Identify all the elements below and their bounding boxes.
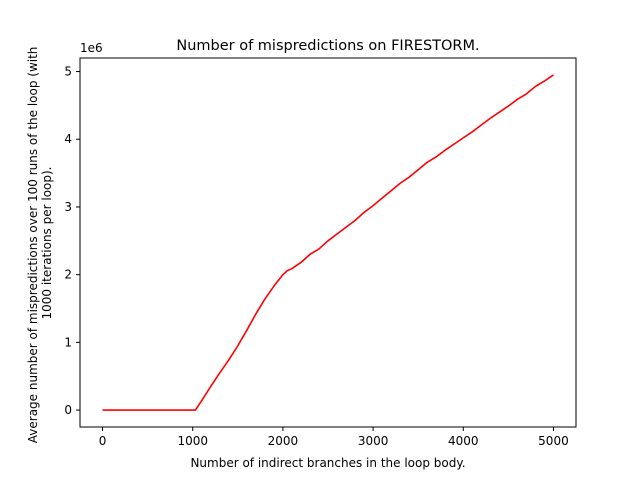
y-tick-label: 3 bbox=[64, 200, 72, 214]
y-axis-label: Average number of mispredictions over 10… bbox=[26, 43, 54, 443]
x-tick-label: 0 bbox=[99, 434, 107, 448]
x-tick-label: 1000 bbox=[177, 434, 208, 448]
series-layer bbox=[102, 74, 554, 411]
y-tick-label: 0 bbox=[64, 403, 72, 417]
x-tick-label: 4000 bbox=[448, 434, 479, 448]
y-axis-ticks: 0 1 2 3 4 5 bbox=[64, 65, 80, 417]
chart-title: Number of mispredictions on FIRESTORM. bbox=[176, 38, 479, 54]
y-tick-label: 1 bbox=[64, 335, 72, 349]
x-tick-label: 3000 bbox=[358, 434, 389, 448]
x-tick-label: 2000 bbox=[268, 434, 299, 448]
y-tick-label: 2 bbox=[64, 268, 72, 282]
series-line-1 bbox=[102, 74, 554, 411]
y-tick-label: 4 bbox=[64, 132, 72, 146]
x-axis-ticks: 0 1000 2000 3000 4000 5000 bbox=[99, 427, 569, 448]
x-axis-label: Number of indirect branches in the loop … bbox=[190, 456, 465, 470]
plot-frame bbox=[79, 57, 577, 428]
y-tick-label: 5 bbox=[64, 65, 72, 79]
y-axis-label-line-2: 1000 iterations per loop). bbox=[40, 167, 54, 320]
x-tick-label: 5000 bbox=[538, 434, 569, 448]
y-axis-label-line-1: Average number of mispredictions over 10… bbox=[26, 47, 40, 444]
y-offset-label: 1e6 bbox=[80, 41, 103, 55]
